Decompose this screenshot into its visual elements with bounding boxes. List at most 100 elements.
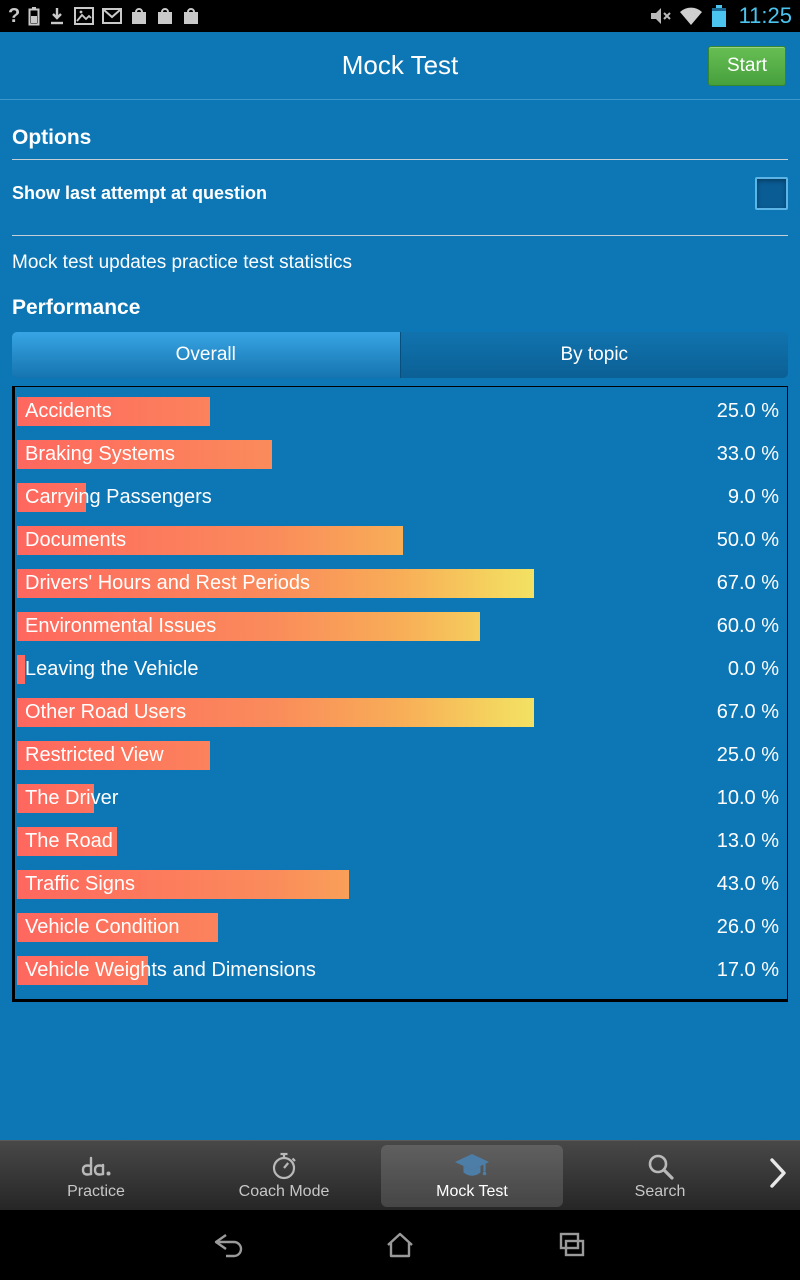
nav-label: Coach Mode — [238, 1183, 330, 1200]
stopwatch-icon — [269, 1150, 299, 1182]
performance-tabs: Overall By topic — [12, 332, 788, 378]
content: Options Show last attempt at question Mo… — [0, 126, 800, 1002]
topic-percent: 67.0 % — [716, 572, 779, 594]
recents-button[interactable] — [544, 1224, 600, 1266]
system-icons: 11:25 — [649, 4, 792, 28]
nav-item-search[interactable]: Search — [569, 1145, 751, 1207]
divider — [12, 235, 788, 236]
performance-heading: Performance — [12, 296, 141, 319]
practice-icon — [79, 1150, 113, 1182]
topic-label: Other Road Users — [25, 701, 187, 723]
page-title: Mock Test — [341, 50, 459, 80]
home-button[interactable] — [372, 1224, 428, 1266]
home-icon — [378, 1230, 422, 1260]
bottom-nav: Practice Coach Mode Mock Test Search — [0, 1140, 800, 1210]
wifi-icon — [679, 6, 703, 26]
topic-bar — [17, 827, 118, 856]
topic-label: Restricted View — [25, 744, 164, 766]
topic-bar — [17, 569, 535, 598]
divider — [12, 159, 788, 160]
topic-percent: 10.0 % — [716, 787, 779, 809]
topic-bar — [17, 526, 403, 555]
start-button[interactable]: Start — [708, 46, 786, 86]
topic-bar — [17, 913, 218, 942]
chart-row: Accidents 25.0 % — [15, 390, 787, 433]
topic-label: Vehicle Condition — [25, 916, 180, 938]
app-box-icon — [130, 6, 148, 26]
topic-bar — [17, 784, 95, 813]
performance-chart: Accidents 25.0 % Braking Systems 33.0 % Carr… — [12, 386, 788, 1002]
tab-by-topic[interactable]: By topic — [399, 332, 788, 378]
search-icon — [645, 1150, 675, 1182]
android-nav-bar — [0, 1210, 800, 1280]
nav-item-mock-test[interactable]: Mock Test — [381, 1144, 563, 1207]
topic-bar — [17, 397, 210, 426]
topic-bar — [17, 698, 535, 727]
topic-percent: 33.0 % — [716, 443, 779, 465]
tab-overall[interactable]: Overall — [12, 332, 400, 378]
chart-row: Carrying Passengers 9.0 % — [15, 476, 787, 519]
notification-icons: ? — [8, 6, 200, 26]
app-box-icon — [156, 6, 174, 26]
battery-icon — [711, 4, 727, 28]
chart-row: Environmental Issues 60.0 % — [15, 605, 787, 648]
topic-label: Carrying Passengers — [25, 486, 212, 508]
mute-icon — [649, 5, 671, 27]
screenshot-icon — [74, 7, 95, 25]
chart-row: Other Road Users 67.0 % — [15, 691, 787, 734]
topic-label: Accidents — [25, 400, 112, 422]
show-last-attempt-checkbox[interactable] — [755, 176, 788, 210]
topic-label: Drivers' Hours and Rest Periods — [25, 572, 311, 594]
chart-row: Documents 50.0 % — [15, 519, 787, 562]
back-icon — [206, 1230, 250, 1260]
topic-percent: 9.0 % — [727, 486, 779, 508]
topic-percent: 67.0 % — [716, 701, 779, 723]
chart-row: Leaving the Vehicle 0.0 % — [15, 648, 787, 691]
nav-label: Mock Test — [436, 1183, 508, 1200]
topic-percent: 43.0 % — [716, 873, 779, 895]
nav-label: Practice — [67, 1183, 125, 1200]
chart-row: Braking Systems 33.0 % — [15, 433, 787, 476]
topic-bar — [17, 612, 481, 641]
download-icon — [48, 6, 66, 26]
options-heading: Options — [12, 126, 92, 149]
topic-label: Traffic Signs — [25, 873, 136, 895]
nav-item-coach-mode[interactable]: Coach Mode — [193, 1145, 375, 1207]
topic-percent: 0.0 % — [727, 658, 779, 680]
topic-percent: 25.0 % — [716, 400, 779, 422]
battery-status-icon — [28, 6, 40, 26]
topic-bar — [17, 440, 272, 469]
nav-item-practice[interactable]: Practice — [5, 1145, 187, 1207]
nav-more-button[interactable] — [756, 1141, 800, 1210]
show-last-attempt-label: Show last attempt at question — [12, 182, 268, 203]
status-bar: ? — [0, 0, 800, 32]
gmail-icon — [102, 8, 123, 24]
chart-row: The Road 13.0 % — [15, 820, 787, 863]
chart-row: The Driver 10.0 % — [15, 777, 787, 820]
app-header: Mock Test Start — [0, 32, 800, 100]
graduation-cap-icon — [453, 1150, 491, 1182]
back-button[interactable] — [200, 1224, 256, 1266]
nav-label: Search — [634, 1183, 686, 1200]
topic-percent: 25.0 % — [716, 744, 779, 766]
topic-bar — [17, 483, 87, 512]
topic-label: Environmental Issues — [25, 615, 217, 637]
chart-row: Vehicle Condition 26.0 % — [15, 906, 787, 949]
show-last-attempt-row[interactable]: Show last attempt at question — [12, 160, 788, 226]
topic-percent: 13.0 % — [716, 830, 779, 852]
nav-items: Practice Coach Mode Mock Test Search — [0, 1141, 756, 1210]
mock-test-note: Mock test updates practice test statisti… — [12, 252, 353, 273]
topic-percent: 50.0 % — [716, 529, 779, 551]
topic-label: Vehicle Weights and Dimensions — [25, 959, 316, 981]
clock: 11:25 — [738, 3, 792, 28]
topic-bar — [17, 870, 349, 899]
topic-bar — [17, 956, 149, 985]
topic-percent: 17.0 % — [716, 959, 779, 981]
signal-question-icon: ? — [8, 5, 21, 27]
topic-label: The Driver — [25, 787, 119, 809]
app-box-icon — [182, 6, 200, 26]
chart-row: Vehicle Weights and Dimensions 17.0 % — [15, 949, 787, 992]
topic-label: The Road — [25, 830, 113, 852]
topic-label: Documents — [25, 529, 127, 551]
